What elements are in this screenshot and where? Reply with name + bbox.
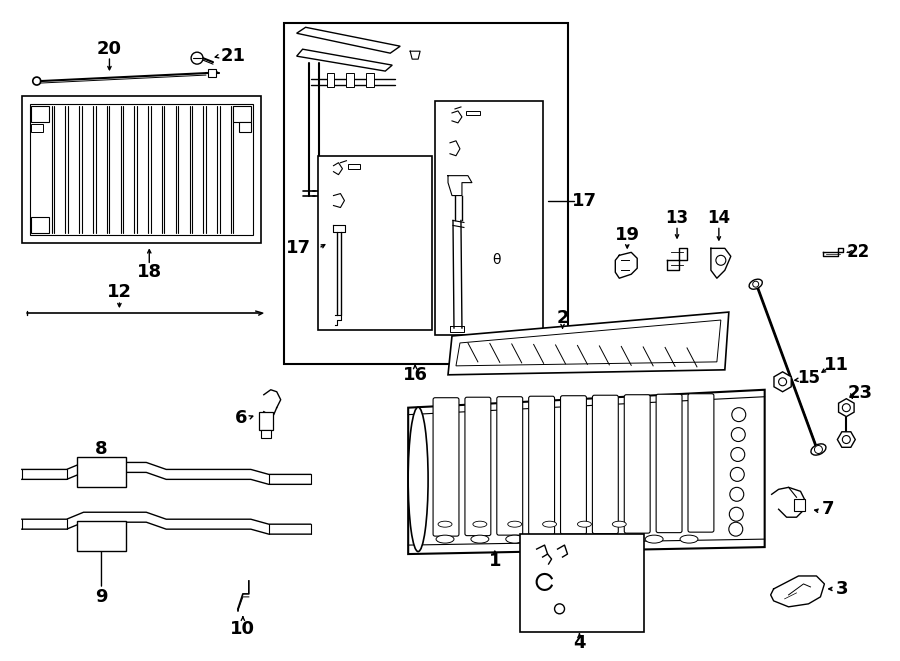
Text: 21: 21 [220, 47, 246, 65]
Ellipse shape [811, 444, 826, 455]
Ellipse shape [680, 535, 698, 543]
Bar [31, 106, 49, 122]
Text: 18: 18 [137, 263, 162, 281]
Text: 9: 9 [95, 588, 108, 606]
Ellipse shape [612, 521, 626, 527]
Bar [366, 73, 374, 87]
Bar [318, 156, 432, 330]
Text: 23: 23 [848, 384, 873, 402]
Polygon shape [456, 320, 721, 366]
Text: 11: 11 [824, 356, 849, 374]
Text: 16: 16 [402, 366, 428, 384]
Bar [76, 521, 126, 551]
FancyBboxPatch shape [497, 397, 523, 535]
Polygon shape [297, 49, 392, 71]
Text: 3: 3 [836, 580, 849, 598]
Text: 14: 14 [707, 210, 731, 227]
Bar [348, 164, 360, 169]
Bar [327, 73, 335, 87]
Bar [76, 457, 126, 487]
Bar [794, 499, 806, 511]
Bar [238, 122, 251, 132]
FancyBboxPatch shape [656, 394, 682, 533]
Text: 4: 4 [573, 634, 586, 652]
Polygon shape [448, 312, 729, 375]
Bar [22, 96, 261, 243]
FancyBboxPatch shape [433, 398, 459, 536]
FancyBboxPatch shape [688, 394, 714, 532]
Ellipse shape [471, 535, 489, 543]
Polygon shape [409, 390, 765, 554]
Bar [259, 412, 273, 430]
Text: 8: 8 [95, 440, 108, 459]
Bar [31, 217, 49, 233]
Ellipse shape [575, 535, 593, 543]
Ellipse shape [409, 407, 428, 551]
FancyBboxPatch shape [528, 396, 554, 535]
Ellipse shape [541, 535, 559, 543]
Text: 22: 22 [847, 243, 870, 261]
Ellipse shape [436, 535, 454, 543]
Ellipse shape [438, 521, 452, 527]
Bar [346, 73, 355, 87]
Text: 5: 5 [520, 575, 531, 593]
Bar [519, 534, 644, 632]
Text: 13: 13 [665, 210, 688, 227]
Text: 15: 15 [797, 369, 820, 387]
Bar [31, 124, 42, 132]
FancyBboxPatch shape [561, 396, 587, 534]
Ellipse shape [645, 535, 663, 543]
Text: 17: 17 [285, 239, 310, 257]
Ellipse shape [578, 521, 591, 527]
Ellipse shape [749, 279, 762, 290]
Ellipse shape [508, 521, 522, 527]
Text: 6: 6 [235, 408, 248, 426]
Text: 2: 2 [556, 309, 569, 327]
Text: 20: 20 [97, 40, 122, 58]
Text: 1: 1 [489, 552, 501, 570]
Ellipse shape [506, 535, 524, 543]
Polygon shape [297, 27, 400, 53]
Text: θ: θ [492, 253, 501, 267]
Bar [30, 104, 253, 235]
Ellipse shape [610, 535, 628, 543]
Text: 17: 17 [572, 192, 597, 210]
Text: 12: 12 [107, 283, 132, 301]
Bar [208, 69, 216, 77]
Bar [435, 101, 543, 335]
FancyBboxPatch shape [465, 397, 491, 535]
Text: 19: 19 [615, 227, 640, 245]
FancyBboxPatch shape [592, 395, 618, 533]
Text: 10: 10 [230, 620, 256, 638]
Ellipse shape [543, 521, 556, 527]
Text: 7: 7 [823, 500, 834, 518]
Bar [261, 430, 271, 438]
FancyBboxPatch shape [625, 395, 650, 533]
Ellipse shape [472, 521, 487, 527]
Bar [284, 23, 568, 364]
Bar [233, 106, 251, 122]
Bar [466, 111, 480, 115]
